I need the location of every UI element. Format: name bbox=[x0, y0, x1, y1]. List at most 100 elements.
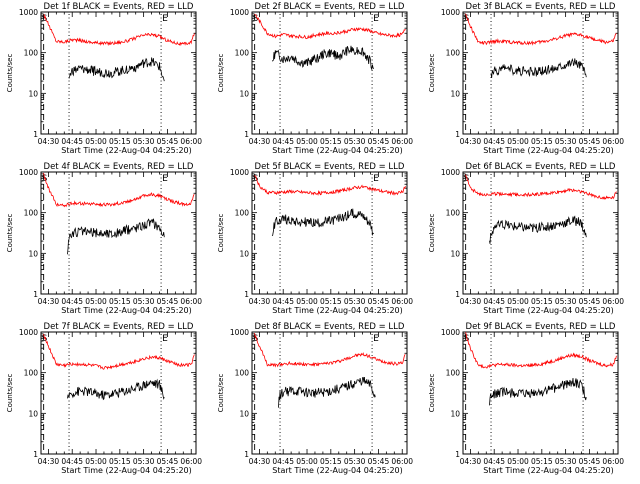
end-marker-label: E bbox=[373, 14, 379, 24]
y-tick-label: 100 bbox=[235, 369, 250, 378]
x-tick-label: 05:30 bbox=[133, 457, 155, 466]
series-lld-line bbox=[465, 174, 617, 201]
y-tick-label: 1 bbox=[455, 130, 460, 139]
series-events-line bbox=[67, 378, 165, 401]
x-tick-label: 05:00 bbox=[296, 137, 318, 146]
x-tick-label: 04:30 bbox=[249, 297, 271, 306]
x-tick-label: 05:30 bbox=[555, 457, 577, 466]
y-tick-label: 10 bbox=[28, 89, 38, 98]
x-tick-label: 04:45 bbox=[272, 297, 294, 306]
start-marker-label: S bbox=[464, 174, 470, 184]
panel-5: Det 5f BLACK = Events, RED = LLD 1 10 100 10… bbox=[217, 162, 413, 315]
x-tick-label: 04:45 bbox=[61, 297, 83, 306]
panel-6: Det 6f BLACK = Events, RED = LLD 1 10 100 10… bbox=[428, 162, 624, 315]
series-lld-line bbox=[254, 333, 406, 368]
x-tick-label: 04:30 bbox=[249, 137, 271, 146]
y-tick-label: 1000 bbox=[230, 328, 249, 337]
x-tick-label: 05:15 bbox=[531, 137, 553, 146]
start-marker-label: S bbox=[253, 334, 259, 344]
x-tick-label: 04:45 bbox=[272, 137, 294, 146]
series-events-line bbox=[271, 45, 375, 71]
y-tick-label: 1000 bbox=[441, 328, 460, 337]
y-tick-label: 1000 bbox=[19, 328, 38, 337]
x-tick-label: 05:15 bbox=[109, 297, 131, 306]
x-tick-label: 04:30 bbox=[38, 297, 60, 306]
x-tick-label: 05:30 bbox=[344, 297, 366, 306]
panel-3: Det 3f BLACK = Events, RED = LLD 1 10 100 10… bbox=[428, 2, 624, 155]
panel-9: Det 9f BLACK = Events, RED = LLD 1 10 100 10… bbox=[428, 322, 624, 475]
x-tick-label: 05:15 bbox=[320, 297, 342, 306]
x-tick-label: 05:15 bbox=[531, 457, 553, 466]
x-tick-label: 05:30 bbox=[344, 137, 366, 146]
y-axis-label: Counts/sec bbox=[428, 374, 436, 413]
series-events-line bbox=[67, 218, 165, 255]
series-lld-line bbox=[254, 14, 406, 40]
x-tick-label: 05:00 bbox=[85, 457, 107, 466]
y-tick-label: 1 bbox=[33, 290, 38, 299]
x-tick-label: 05:30 bbox=[344, 457, 366, 466]
x-tick-label: 04:45 bbox=[272, 457, 294, 466]
x-tick-label: 05:00 bbox=[507, 457, 529, 466]
series-lld-line bbox=[254, 175, 406, 196]
x-tick-label: 05:45 bbox=[157, 457, 179, 466]
y-axis-label: Counts/sec bbox=[428, 214, 436, 253]
chart-title: Det 1f BLACK = Events, RED = LLD bbox=[44, 2, 194, 12]
y-tick-label: 10 bbox=[450, 249, 460, 258]
start-marker-label: S bbox=[253, 14, 259, 24]
x-tick-label: 06:00 bbox=[180, 297, 202, 306]
x-tick-label: 05:45 bbox=[368, 457, 390, 466]
x-tick-label: 06:00 bbox=[391, 297, 413, 306]
y-tick-label: 100 bbox=[24, 209, 39, 218]
x-tick-label: 05:00 bbox=[507, 297, 529, 306]
y-tick-label: 1 bbox=[455, 290, 460, 299]
x-tick-label: 06:00 bbox=[180, 457, 202, 466]
plot-frame bbox=[40, 171, 197, 295]
series-lld-line bbox=[43, 333, 195, 370]
x-axis-label: Start Time (22-Aug-04 04:25:20) bbox=[61, 306, 192, 315]
x-tick-label: 06:00 bbox=[602, 457, 624, 466]
series-events-line bbox=[490, 57, 587, 78]
end-marker-label: E bbox=[162, 14, 168, 24]
y-tick-label: 10 bbox=[28, 409, 38, 418]
y-tick-label: 100 bbox=[446, 49, 461, 58]
x-tick-label: 05:15 bbox=[320, 457, 342, 466]
y-axis-label: Counts/sec bbox=[217, 54, 225, 93]
y-tick-label: 1000 bbox=[19, 168, 38, 177]
y-tick-label: 1000 bbox=[441, 8, 460, 17]
x-tick-label: 05:15 bbox=[109, 137, 131, 146]
series-lld-line bbox=[465, 13, 617, 46]
x-tick-label: 05:00 bbox=[296, 457, 318, 466]
chart-title: Det 5f BLACK = Events, RED = LLD bbox=[255, 162, 405, 172]
plot-frame bbox=[251, 11, 408, 135]
y-tick-label: 10 bbox=[450, 409, 460, 418]
x-axis-label: Start Time (22-Aug-04 04:25:20) bbox=[483, 466, 614, 475]
end-marker-label: E bbox=[373, 334, 379, 344]
x-tick-label: 05:30 bbox=[555, 297, 577, 306]
y-axis-label: Counts/sec bbox=[6, 374, 14, 413]
x-axis-label: Start Time (22-Aug-04 04:25:20) bbox=[61, 146, 192, 155]
y-axis-label: Counts/sec bbox=[6, 214, 14, 253]
series-events-line bbox=[271, 208, 374, 237]
y-axis-label: Counts/sec bbox=[6, 54, 14, 93]
x-tick-label: 05:00 bbox=[85, 297, 107, 306]
plot-frame bbox=[462, 331, 619, 455]
x-axis-label: Start Time (22-Aug-04 04:25:20) bbox=[272, 306, 403, 315]
x-tick-label: 05:45 bbox=[157, 297, 179, 306]
panel-7: Det 7f BLACK = Events, RED = LLD 1 10 100 10… bbox=[6, 322, 202, 475]
x-tick-label: 06:00 bbox=[391, 137, 413, 146]
chart-title: Det 6f BLACK = Events, RED = LLD bbox=[466, 162, 616, 172]
y-tick-label: 1 bbox=[244, 450, 249, 459]
x-tick-label: 05:45 bbox=[579, 297, 601, 306]
x-tick-label: 06:00 bbox=[602, 297, 624, 306]
x-tick-label: 05:00 bbox=[296, 297, 318, 306]
y-tick-label: 100 bbox=[235, 209, 250, 218]
x-tick-label: 04:30 bbox=[38, 457, 60, 466]
y-tick-label: 1 bbox=[33, 130, 38, 139]
x-tick-label: 05:45 bbox=[368, 137, 390, 146]
x-axis-label: Start Time (22-Aug-04 04:25:20) bbox=[61, 466, 192, 475]
y-tick-label: 100 bbox=[446, 209, 461, 218]
x-tick-label: 04:45 bbox=[483, 457, 505, 466]
plot-frame bbox=[462, 11, 619, 135]
x-tick-label: 05:30 bbox=[133, 137, 155, 146]
x-tick-label: 06:00 bbox=[602, 137, 624, 146]
